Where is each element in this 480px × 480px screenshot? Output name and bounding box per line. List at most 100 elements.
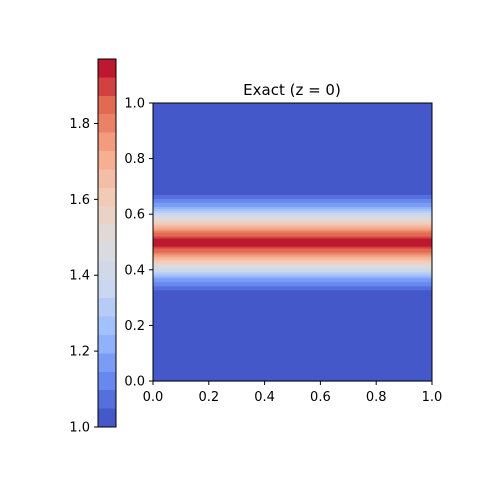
plot-frame (152, 102, 433, 382)
heatmap-band (153, 206, 432, 209)
heatmap-band (153, 283, 432, 287)
heatmap-band (153, 218, 432, 221)
heatmap-band (153, 279, 432, 283)
heatmap-band (153, 208, 432, 211)
heatmap-band (153, 176, 432, 180)
heatmap-band (153, 226, 432, 229)
heatmap-band (153, 259, 432, 263)
heatmap-band (153, 228, 432, 231)
heatmap-band (153, 379, 432, 382)
heatmap-band (153, 335, 432, 338)
heatmap-band (153, 110, 432, 114)
colorbar-tick-label: 1.6 (69, 193, 90, 208)
heatmap-band (153, 186, 432, 189)
heatmap-band (153, 275, 432, 279)
heatmap-band (153, 325, 432, 328)
heatmap-band (153, 114, 432, 118)
heatmap-band (153, 164, 432, 168)
heatmap-band (153, 198, 432, 201)
heatmap-band (153, 353, 432, 356)
x-tick-label: 0.8 (366, 390, 387, 405)
heatmap-band (153, 142, 432, 146)
y-tick-label: 0.0 (124, 375, 145, 390)
heatmap-band (153, 329, 432, 332)
heatmap-band (153, 166, 432, 170)
heatmap-band (153, 281, 432, 285)
heatmap-band (153, 249, 432, 253)
heatmap-band (153, 297, 432, 301)
heatmap-band (153, 351, 432, 354)
x-tick-label: 0.4 (254, 390, 275, 405)
heatmap-band (153, 234, 432, 237)
heatmap-band (153, 333, 432, 336)
heatmap-band (153, 236, 432, 239)
heatmap-band (153, 242, 432, 245)
x-tick-label: 0.6 (310, 390, 331, 405)
heatmap-band (153, 321, 432, 325)
heatmap-band (153, 341, 432, 344)
heatmap-band (153, 130, 432, 134)
heatmap-band (153, 182, 432, 186)
heatmap-band (153, 347, 432, 350)
heatmap-band (153, 277, 432, 281)
heatmap-band (153, 293, 432, 297)
heatmap-band (153, 202, 432, 205)
x-tick-label: 1.0 (422, 390, 443, 405)
heatmap-band (153, 134, 432, 138)
y-tick-label: 0.8 (124, 152, 145, 167)
heatmap-band (153, 357, 432, 360)
heatmap-band (153, 192, 432, 195)
heatmap-band (153, 224, 432, 227)
heatmap-band (153, 156, 432, 160)
heatmap-band (153, 305, 432, 309)
heatmap-band (153, 373, 432, 376)
heatmap-band (153, 349, 432, 352)
heatmap-band (153, 271, 432, 275)
heatmap-band (153, 116, 432, 120)
heatmap-band (153, 267, 432, 271)
heatmap-band (153, 371, 432, 374)
heatmap-band (153, 369, 432, 372)
y-axis: 0.0 0.2 0.4 0.6 0.8 1.0 (124, 97, 153, 390)
heatmap-band (153, 180, 432, 184)
heatmap-band (153, 315, 432, 319)
heatmap-band (153, 220, 432, 223)
heatmap-band (153, 106, 432, 110)
heatmap-band (153, 327, 432, 330)
y-tick-label: 1.0 (124, 97, 145, 112)
heatmap-band (153, 140, 432, 144)
heatmap-band (153, 273, 432, 277)
heatmap-band (153, 291, 432, 295)
heatmap-band (153, 377, 432, 380)
colorbar-tick-label: 1.8 (69, 117, 90, 132)
heatmap-band (153, 132, 432, 136)
heatmap-band (153, 172, 432, 176)
heatmap-band (153, 148, 432, 152)
heatmap-band (153, 261, 432, 265)
colorbar-tick-label: 1.4 (69, 269, 90, 284)
heatmap-band (153, 210, 432, 213)
heatmap-band (153, 317, 432, 321)
heatmap-band (153, 243, 432, 247)
heatmap-band (153, 190, 432, 193)
heatmap-band (153, 108, 432, 112)
x-tick-label: 0.0 (143, 390, 164, 405)
heatmap-band (153, 212, 432, 215)
heatmap-band (153, 311, 432, 315)
heatmap-band (153, 337, 432, 340)
heatmap-band (153, 222, 432, 225)
heatmap-band (153, 255, 432, 259)
heatmap-band (153, 359, 432, 362)
heatmap-band (153, 265, 432, 269)
heatmap-band (153, 174, 432, 178)
heatmap-band (153, 253, 432, 257)
heatmap-band (153, 216, 432, 219)
heatmap-band (153, 158, 432, 162)
heatmap-band (153, 363, 432, 366)
heatmap-band (153, 289, 432, 293)
heatmap-band (153, 367, 432, 370)
heatmap-band (153, 188, 432, 191)
heatmap-band (153, 375, 432, 378)
y-tick-label: 0.6 (124, 208, 145, 223)
heatmap-band (153, 355, 432, 358)
